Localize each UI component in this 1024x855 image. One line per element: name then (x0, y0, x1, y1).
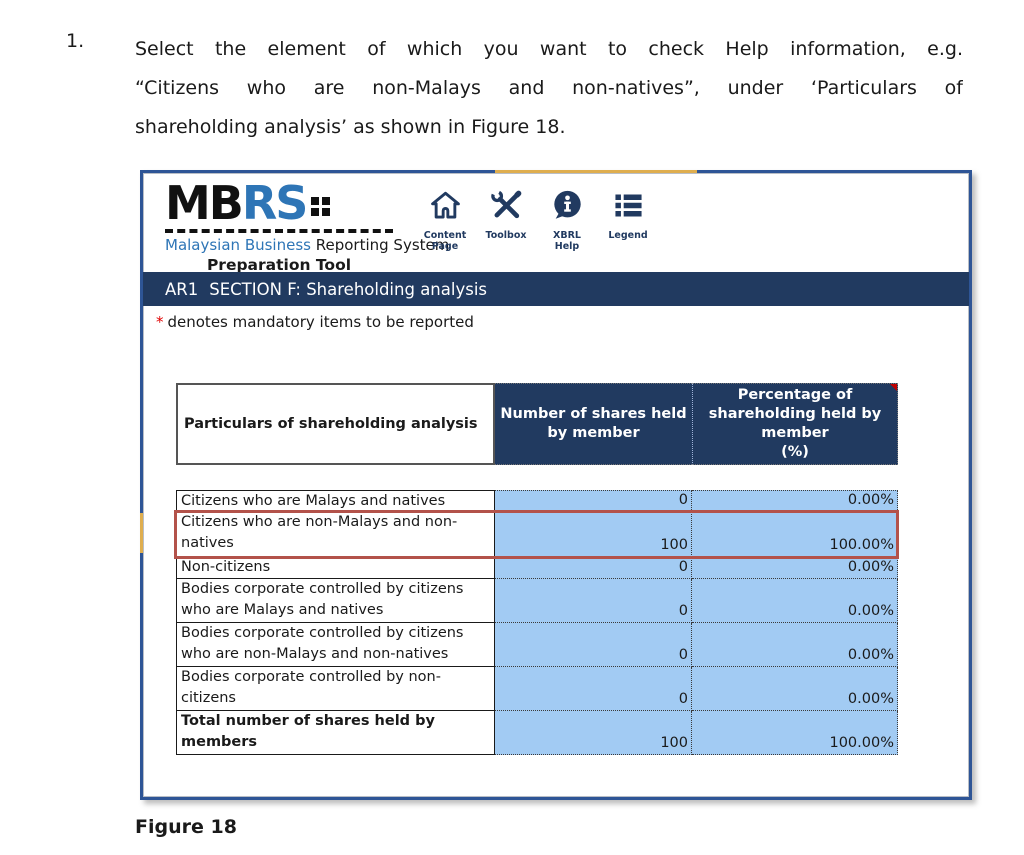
percentage-cell[interactable]: 100.00% (692, 512, 898, 557)
row-label-cell[interactable]: Citizens who are Malays and natives (176, 490, 495, 512)
row-label-cell[interactable]: Non-citizens (176, 557, 495, 579)
mandatory-note: * denotes mandatory items to be reported (156, 313, 474, 331)
toolbar-button-content-page[interactable]: Content Page (417, 189, 473, 253)
xbrl-help-icon (551, 189, 584, 226)
instruction-line-3: shareholding analysis’ as shown in Figur… (135, 116, 566, 138)
shares-cell[interactable]: 100 (495, 512, 692, 557)
row-label-cell[interactable]: Total number of shares held by members (176, 711, 495, 755)
figure-screenshot: MBRS Malaysian Business Reporting System… (140, 170, 972, 800)
logo-tagline: Preparation Tool (206, 256, 352, 274)
table-row: Bodies corporate controlled by citizens … (176, 623, 898, 667)
logo-subtitle-black: Reporting System (310, 236, 450, 254)
shares-cell[interactable]: 0 (495, 623, 692, 667)
toolbar-button-legend[interactable]: Legend (600, 189, 656, 253)
mbrs-logo: MBRS Malaysian Business Reporting System… (165, 179, 449, 274)
header-percentage-unit: (%) (781, 444, 809, 460)
percentage-cell[interactable]: 100.00% (692, 711, 898, 755)
header-percentage-text: Percentage of shareholding held by membe… (708, 387, 882, 441)
table-body: Citizens who are Malays and natives 0 0.… (174, 490, 899, 755)
percentage-cell[interactable]: 0.00% (692, 557, 898, 579)
mandatory-note-text: denotes mandatory items to be reported (167, 313, 474, 331)
mbrs-logo-wordmark: MBRS (165, 179, 393, 227)
header-percentage: Percentage of shareholding held by membe… (692, 383, 898, 465)
instruction-text: Select the element of which you want to … (135, 30, 963, 147)
header-particulars: Particulars of shareholding analysis (176, 383, 495, 465)
shareholding-table: Particulars of shareholding analysis Num… (174, 383, 899, 755)
logo-subtitle-blue: Malaysian Business (165, 236, 311, 254)
home-icon (429, 189, 462, 226)
shares-cell[interactable]: 0 (495, 490, 692, 512)
toolbar: Content Page Toolbox (417, 189, 656, 253)
row-highlight-marker (140, 513, 143, 553)
section-code: AR1 (165, 279, 199, 299)
table-row-highlighted: Citizens who are non-Malays and non-nati… (174, 510, 899, 559)
row-label-cell[interactable]: Citizens who are non-Malays and non-nati… (176, 512, 495, 557)
table-row: Non-citizens 0 0.00% (176, 557, 898, 579)
toolbar-label-xbrl-help: XBRL Help (553, 230, 581, 253)
section-title: SECTION F: Shareholding analysis (209, 279, 487, 299)
shares-cell[interactable]: 0 (495, 579, 692, 623)
toolbar-label-content-page: Content Page (423, 230, 467, 253)
section-header: AR1 SECTION F: Shareholding analysis (143, 272, 969, 306)
toolbar-label-legend: Legend (608, 230, 648, 241)
shares-cell[interactable]: 0 (495, 667, 692, 711)
figure-caption: Figure 18 (135, 816, 237, 838)
comment-marker-icon (890, 384, 897, 391)
row-label-cell[interactable]: Bodies corporate controlled by non-citiz… (176, 667, 495, 711)
toolbox-icon (490, 189, 523, 226)
shares-cell[interactable]: 0 (495, 557, 692, 579)
percentage-cell[interactable]: 0.00% (692, 623, 898, 667)
logo-dots (311, 197, 331, 216)
instruction-line-1: Select the element of which you want to … (135, 38, 963, 60)
legend-icon (612, 189, 645, 226)
toolbar-button-xbrl-help[interactable]: XBRL Help (539, 189, 595, 253)
instruction-line-2: “Citizens who are non-Malays and non-nat… (135, 77, 963, 99)
percentage-cell[interactable]: 0.00% (692, 579, 898, 623)
table-row: Bodies corporate controlled by non-citiz… (176, 667, 898, 711)
toolbar-label-toolbox: Toolbox (485, 230, 527, 241)
shares-cell[interactable]: 100 (495, 711, 692, 755)
percentage-cell[interactable]: 0.00% (692, 490, 898, 512)
column-highlight-marker (495, 170, 697, 173)
instruction-number: 1. (66, 30, 85, 52)
logo-dashed-line (165, 229, 393, 233)
table-row: Bodies corporate controlled by citizens … (176, 579, 898, 623)
table-row: Citizens who are Malays and natives 0 0.… (176, 490, 898, 512)
percentage-cell[interactable]: 0.00% (692, 667, 898, 711)
logo-subtitle: Malaysian Business Reporting System (165, 236, 449, 254)
row-label-cell[interactable]: Bodies corporate controlled by citizens … (176, 623, 495, 667)
table-header-row: Particulars of shareholding analysis Num… (176, 383, 898, 465)
table-row-total: Total number of shares held by members 1… (176, 711, 898, 755)
mandatory-asterisk: * (156, 313, 164, 331)
row-label-cell[interactable]: Bodies corporate controlled by citizens … (176, 579, 495, 623)
logo-mb: MB (165, 176, 244, 230)
logo-rs: RS (241, 176, 309, 230)
toolbar-button-toolbox[interactable]: Toolbox (478, 189, 534, 253)
header-number-of-shares: Number of shares held by member (495, 383, 692, 465)
